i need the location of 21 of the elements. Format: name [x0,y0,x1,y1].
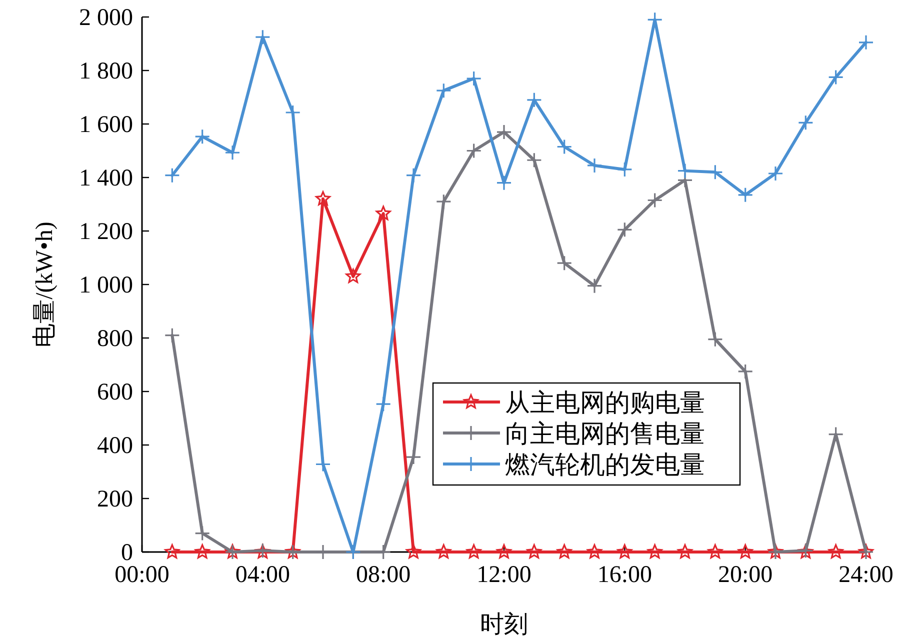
x-tick-label: 12:00 [476,562,532,588]
x-axis-title: 时刻 [480,611,528,638]
y-tick-label: 800 [97,326,133,352]
x-tick-label: 08:00 [356,562,411,588]
legend-label: 燃汽轮机的发电量 [505,452,705,479]
x-tick-label: 24:00 [838,562,894,588]
x-tick-label: 04:00 [235,562,290,588]
legend-label: 向主电网的售电量 [505,420,705,448]
y-tick-label: 600 [97,380,133,406]
y-axis-title: 电量/(kW•h) [32,222,58,348]
y-tick-label: 1 000 [79,272,133,298]
x-tick-label: 20:00 [718,562,773,588]
legend-label: 从主电网的购电量 [505,389,705,417]
y-tick-label: 2 000 [79,5,133,31]
y-tick-label: 200 [97,486,133,512]
y-tick-label: 1 600 [79,112,133,138]
y-tick-label: 1 400 [79,166,133,192]
y-tick-label: 1 200 [79,219,133,245]
y-tick-label: 1 800 [79,58,133,84]
y-tick-label: 400 [97,433,133,459]
x-tick-label: 16:00 [597,562,652,588]
